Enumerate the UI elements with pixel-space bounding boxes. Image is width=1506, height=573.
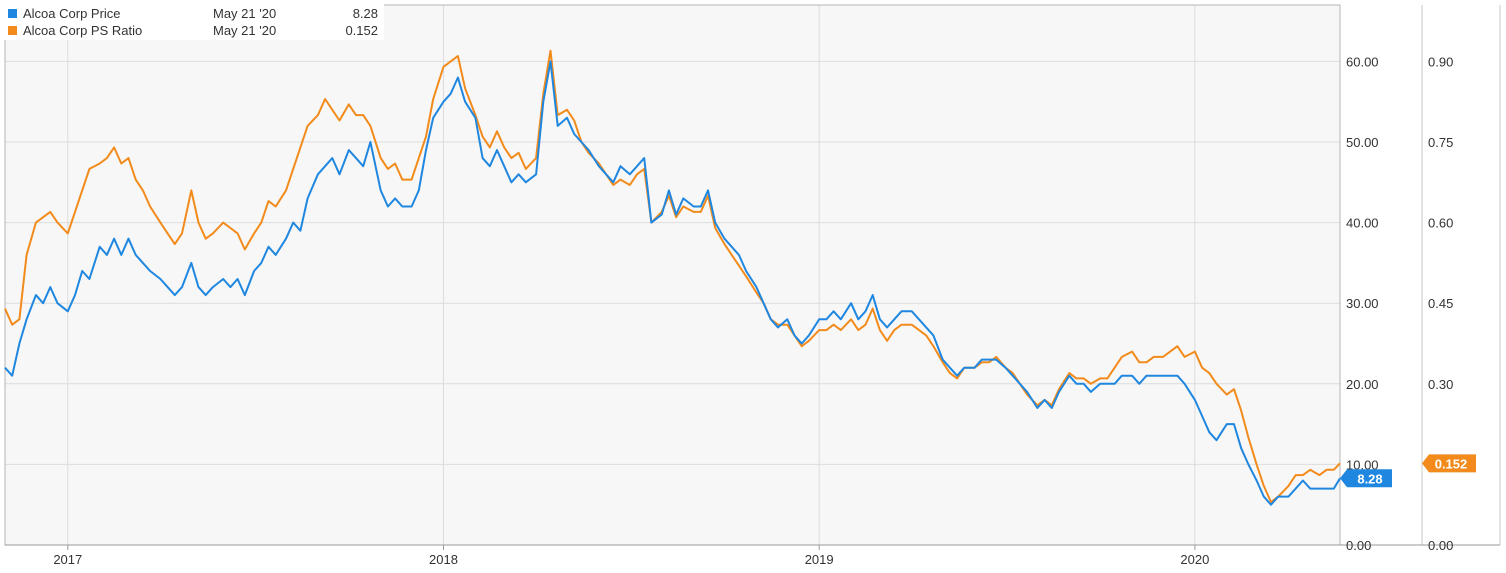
ps-ratio-series-line [4, 49, 1341, 503]
legend-value-price: 8.28 [352, 6, 378, 21]
price-axis-label: 30.00 [1346, 296, 1379, 311]
legend-swatch-price [8, 9, 17, 18]
price-axis-label: 0.00 [1346, 538, 1371, 553]
legend-swatch-ps-ratio [8, 26, 17, 35]
ps-ratio-end-tag: 0.152 [1422, 454, 1476, 473]
price-axis-label: 50.00 [1346, 135, 1379, 150]
price-axis-label: 10.00 [1346, 457, 1379, 472]
ps-ratio-axis-label: 0.60 [1428, 216, 1453, 231]
legend-background [4, 4, 384, 40]
legend-date-price: May 21 '20 [213, 6, 277, 21]
x-tick-label: 2018 [429, 552, 458, 567]
ps-ratio-axis-label: 0.00 [1428, 538, 1453, 553]
ps-ratio-axis-label: 0.90 [1428, 54, 1453, 69]
price-end-tag-shape [1340, 469, 1392, 488]
legend-label-ps-ratio: Alcoa Corp PS Ratio [23, 23, 143, 38]
x-tick-label: 2020 [1180, 552, 1209, 567]
x-tick-label: 2017 [53, 552, 82, 567]
price-axis-label: 60.00 [1346, 54, 1379, 69]
price-end-tag-label: 8.28 [1357, 471, 1382, 486]
x-tick-label: 2019 [805, 552, 834, 567]
price-series-line [4, 60, 1341, 506]
ps-ratio-axis-label: 0.75 [1428, 135, 1453, 150]
ps-ratio-end-tag-label: 0.152 [1435, 456, 1468, 471]
plot-area [5, 5, 1340, 545]
price-axis-label: 20.00 [1346, 377, 1379, 392]
price-end-tag: 8.28 [1340, 469, 1392, 488]
price-axis-label: 40.00 [1346, 216, 1379, 231]
legend-value-ps-ratio: 0.152 [345, 23, 378, 38]
ps-ratio-axis-label: 0.30 [1428, 377, 1453, 392]
legend-date-ps-ratio: May 21 '20 [213, 23, 277, 38]
ps-ratio-axis-label: 0.45 [1428, 296, 1453, 311]
legend-label-price: Alcoa Corp Price [23, 6, 121, 21]
ps-ratio-end-tag-shape [1422, 454, 1476, 473]
